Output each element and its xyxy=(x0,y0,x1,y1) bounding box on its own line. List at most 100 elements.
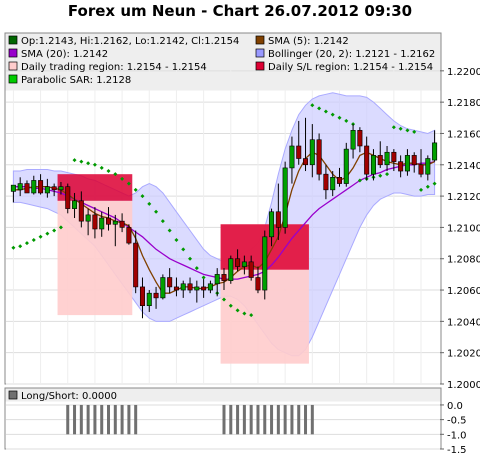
ls-bar xyxy=(310,404,314,435)
sar-point xyxy=(58,225,63,230)
candle-body xyxy=(316,139,322,175)
ls-bar xyxy=(222,404,226,435)
ls-bar xyxy=(242,404,246,435)
sar-point xyxy=(72,158,77,163)
y-tick-label: 1.2180 xyxy=(447,98,480,109)
legend-label: Op:1.2143, Hi:1.2162, Lo:1.2142, Cl:1.21… xyxy=(21,36,239,47)
sar-point xyxy=(167,228,172,233)
sar-point xyxy=(79,159,84,164)
candle-body xyxy=(235,258,241,267)
candle-body xyxy=(160,277,166,299)
candle-body xyxy=(377,155,383,166)
candle-body xyxy=(350,130,356,150)
legend-swatch xyxy=(8,35,18,45)
sar-point xyxy=(357,178,362,183)
candle-body xyxy=(58,186,64,191)
ls-bar xyxy=(127,404,131,435)
sar-point xyxy=(337,115,342,120)
sar-point xyxy=(113,172,118,177)
candle-body xyxy=(167,277,173,288)
ls-y-axis: 0.0 -0.5 -1.0 -1.5 xyxy=(440,401,467,456)
candle-body xyxy=(398,161,404,172)
ls-bar xyxy=(276,404,280,435)
candle-body xyxy=(187,283,193,291)
ls-tick-label: -1.5 xyxy=(447,445,467,456)
ls-bar xyxy=(263,404,267,435)
ls-bar xyxy=(79,404,83,435)
sar-point xyxy=(92,162,97,167)
candle-body xyxy=(370,155,376,175)
candle-body xyxy=(384,151,390,166)
candle-body xyxy=(51,186,57,191)
candle-body xyxy=(180,283,186,291)
candle-body xyxy=(282,167,288,228)
sar-point xyxy=(24,241,29,246)
y-tick-label: 1.2160 xyxy=(447,129,480,140)
candle-body xyxy=(133,242,139,288)
candle-body xyxy=(336,177,342,184)
candle-body xyxy=(425,158,431,175)
ls-bar xyxy=(107,404,111,435)
y-tick-label: 1.2080 xyxy=(447,255,480,266)
candle-body xyxy=(309,139,315,166)
parabolic-sar xyxy=(11,103,437,318)
sar-point xyxy=(133,187,138,192)
sar-point xyxy=(18,244,23,249)
legend-label: Daily S/L region: 1.2154 - 1.2154 xyxy=(268,62,433,73)
candle-body xyxy=(418,164,424,175)
legend-swatch xyxy=(255,35,265,45)
sar-point xyxy=(52,228,57,233)
sar-point xyxy=(242,311,247,316)
candle-body xyxy=(241,261,247,267)
candle-body xyxy=(228,258,234,281)
ls-bar xyxy=(66,404,70,435)
sar-point xyxy=(154,209,159,214)
candle-body xyxy=(275,211,281,228)
main-y-axis: 1.2200 1.2180 1.2160 1.2140 1.2120 1.2100 1.20… xyxy=(440,67,480,391)
sar-point xyxy=(235,308,240,313)
candle-body xyxy=(10,184,16,192)
ls-legend-swatch xyxy=(8,390,18,400)
sar-point xyxy=(330,112,335,117)
ls-bar xyxy=(229,404,233,435)
candle-body xyxy=(139,286,145,307)
y-tick-label: 1.2060 xyxy=(447,286,480,297)
candle-body xyxy=(391,151,397,162)
ls-legend-label: Long/Short: 0.0000 xyxy=(21,391,117,402)
ls-bar xyxy=(113,404,117,435)
sar-point xyxy=(419,187,424,192)
candle-body xyxy=(31,180,37,194)
sar-point xyxy=(45,231,50,236)
candle-body xyxy=(17,183,23,191)
candle-body xyxy=(72,200,78,209)
candle-body xyxy=(24,183,30,194)
candle-body xyxy=(323,173,329,191)
legend-swatch xyxy=(255,61,265,71)
candle-body xyxy=(214,274,220,285)
legend-label: Parabolic SAR: 1.2128 xyxy=(21,75,131,86)
ls-tick-label: -1.0 xyxy=(447,430,467,441)
candle-body xyxy=(99,217,105,230)
sar-point xyxy=(31,237,36,242)
ls-bar xyxy=(100,404,104,435)
sar-point xyxy=(398,126,403,131)
legend-swatch xyxy=(8,61,18,71)
ls-bar xyxy=(73,404,77,435)
bollinger-bands xyxy=(12,92,436,357)
candle-body xyxy=(296,145,302,159)
sar-point xyxy=(38,234,43,239)
sar-point xyxy=(432,181,437,186)
candle-body xyxy=(119,220,125,228)
ls-bar xyxy=(297,404,301,435)
candle-body xyxy=(330,177,336,191)
candle-body xyxy=(221,274,227,281)
candle-body xyxy=(364,145,370,175)
sar-point xyxy=(412,129,417,134)
y-tick-label: 1.2200 xyxy=(447,67,480,78)
legend-label: SMA (20): 1.2142 xyxy=(21,49,108,60)
y-tick-label: 1.2100 xyxy=(447,223,480,234)
candle-body xyxy=(269,211,275,238)
candle-body xyxy=(411,155,417,166)
candle-body xyxy=(201,286,207,291)
